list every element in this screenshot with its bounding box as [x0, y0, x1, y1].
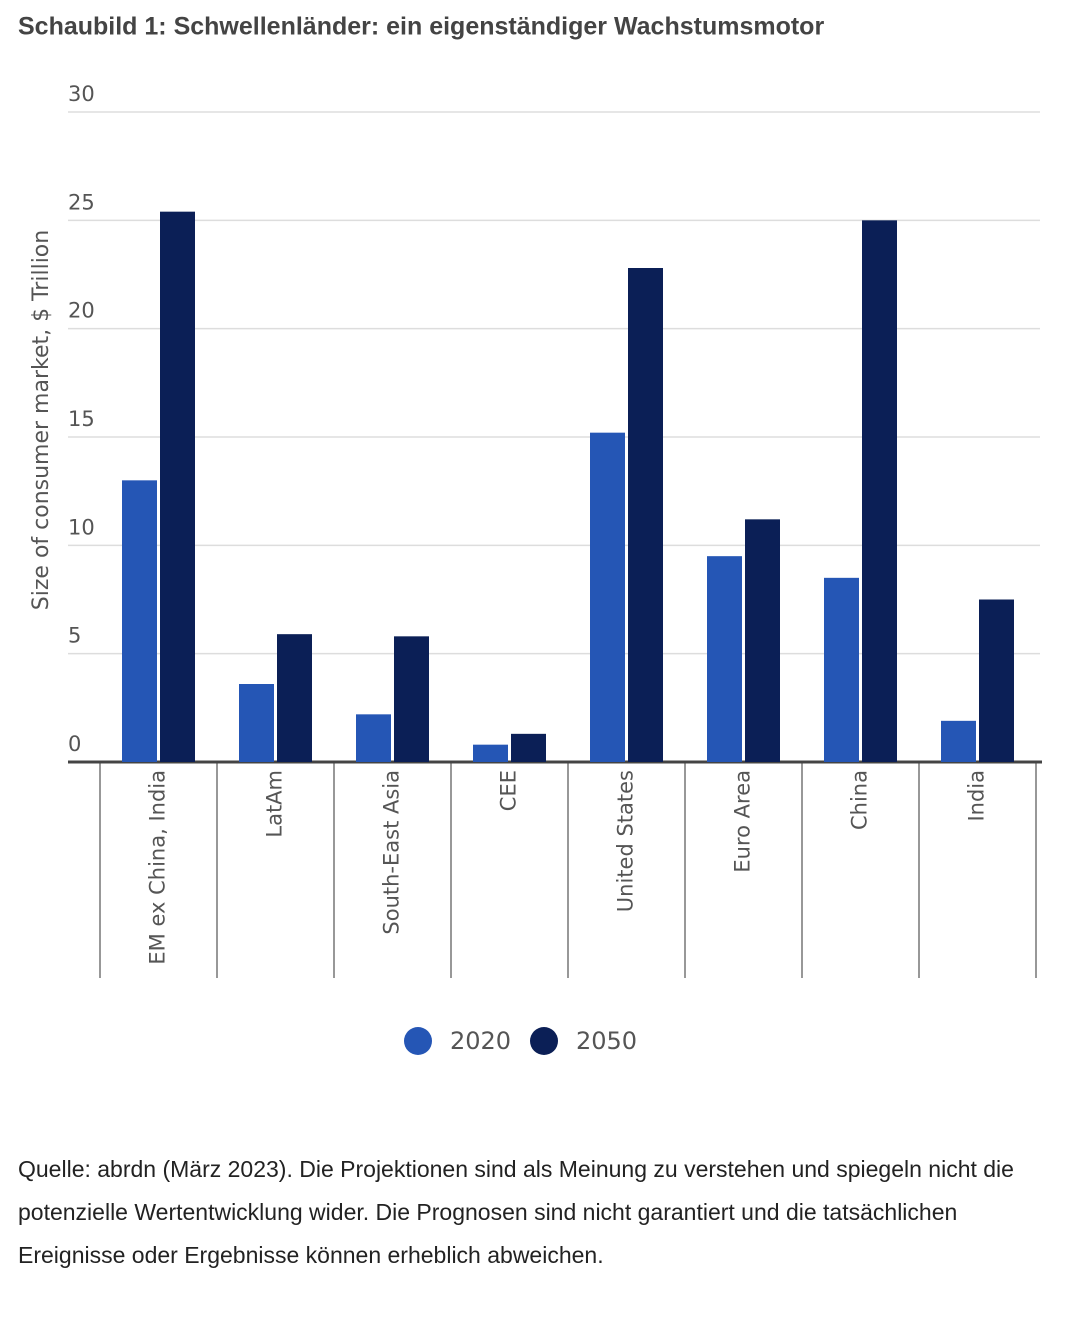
x-tick-label: EM ex China, India — [146, 770, 170, 965]
bar — [824, 577, 859, 762]
y-tick-label: 10 — [68, 515, 95, 539]
legend-marker — [404, 1027, 432, 1055]
legend-label: 2020 — [450, 1027, 511, 1055]
bar — [707, 556, 742, 762]
legend-marker — [530, 1027, 558, 1055]
y-tick-label: 30 — [68, 82, 95, 106]
y-axis-label: Size of consumer market, $ Trillion — [29, 230, 54, 610]
bar — [979, 599, 1014, 762]
bar — [356, 714, 391, 762]
footnote: Quelle: abrdn (März 2023). Die Projektio… — [18, 1156, 1014, 1268]
bar — [941, 720, 976, 762]
x-tick-label: United States — [614, 770, 638, 912]
x-tick-label: LatAm — [263, 770, 287, 838]
bar — [122, 480, 157, 762]
y-tick-label: 20 — [68, 299, 95, 323]
bar — [628, 268, 663, 762]
x-tick-label: South-East Asia — [380, 770, 404, 935]
bar — [473, 744, 508, 762]
bar — [394, 636, 429, 762]
chart-title: Schaubild 1: Schwellenländer: ein eigens… — [18, 13, 824, 41]
bar — [511, 733, 546, 762]
y-tick-label: 0 — [68, 732, 81, 756]
bar — [277, 634, 312, 762]
y-tick-label: 25 — [68, 190, 95, 214]
chart: Schaubild 1: Schwellenländer: ein eigens… — [18, 13, 1042, 1055]
x-tick-label: India — [965, 770, 989, 822]
legend-label: 2050 — [576, 1027, 637, 1055]
bar — [862, 220, 897, 763]
bar — [239, 684, 274, 762]
bar — [160, 211, 195, 762]
x-tick-label: CEE — [497, 770, 521, 811]
x-tick-label: Euro Area — [731, 770, 755, 873]
x-tick-label: China — [848, 770, 872, 830]
bar — [590, 432, 625, 762]
y-tick-label: 5 — [68, 624, 81, 648]
y-tick-label: 15 — [68, 407, 95, 431]
bar — [745, 519, 780, 762]
